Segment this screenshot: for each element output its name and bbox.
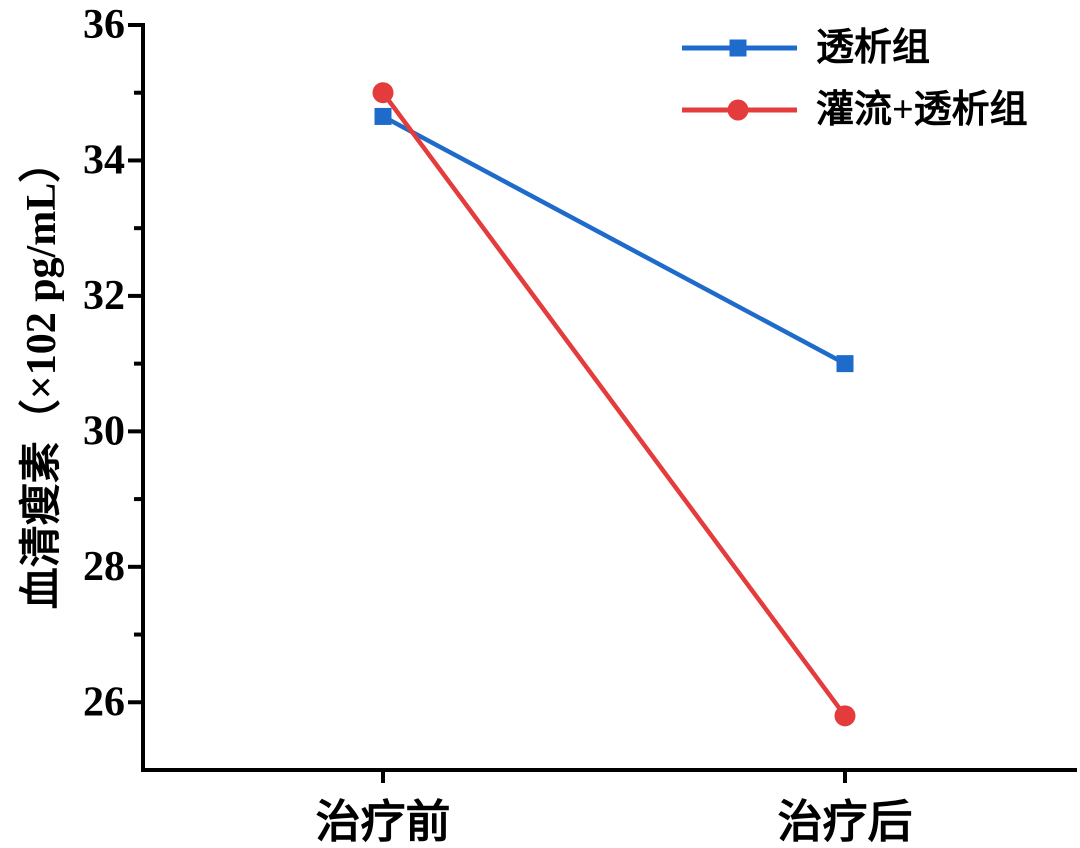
x-category-label: 治疗前 — [315, 797, 450, 847]
series-line — [381, 91, 847, 718]
legend-circle-marker-icon — [727, 99, 749, 121]
series-line — [381, 114, 847, 366]
x-category-label: 治疗后 — [777, 797, 912, 847]
data-point-circle — [372, 82, 394, 104]
data-point-square — [374, 107, 392, 125]
legend: 透析组 灌流+透析组 — [682, 27, 1028, 131]
y-tick-label: 32 — [83, 273, 125, 319]
data-point-square — [836, 355, 854, 373]
legend-square-marker-icon — [729, 39, 747, 57]
legend-label-dialysis: 透析组 — [816, 27, 930, 69]
plot-area: 26 28 30 32 34 36 治疗前 治疗后 — [83, 2, 1077, 847]
y-axis-label: 血清瘦素（×102 pg/mL） — [18, 141, 65, 609]
y-tick-label: 36 — [83, 2, 125, 48]
y-tick-label: 30 — [83, 408, 125, 454]
data-point-circle — [834, 705, 856, 727]
axis-lines — [141, 23, 1077, 772]
y-tick-label: 26 — [83, 679, 125, 725]
legend-item-perfusion-dialysis: 灌流+透析组 — [682, 89, 1028, 131]
y-tick-label: 28 — [83, 544, 125, 590]
legend-item-dialysis: 透析组 — [682, 27, 930, 69]
y-tick-label: 34 — [83, 137, 125, 183]
legend-label-perfusion-dialysis: 灌流+透析组 — [816, 89, 1028, 131]
